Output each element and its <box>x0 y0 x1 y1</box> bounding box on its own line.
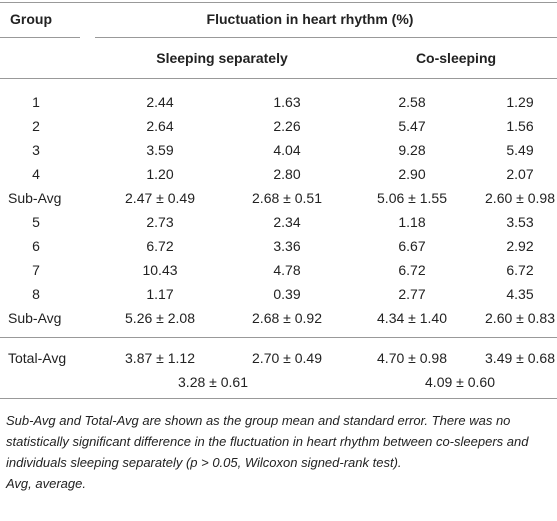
group-header: Group <box>10 11 52 27</box>
row-label: 7 <box>32 262 40 278</box>
cell: 3.28 ± 0.61 <box>178 374 248 390</box>
cell: 2.26 <box>273 118 301 134</box>
cell: 4.04 <box>273 142 301 158</box>
cell: 6.72 <box>146 238 174 254</box>
row-label: 1 <box>32 94 40 110</box>
cell: 2.68 ± 0.92 <box>252 310 322 326</box>
row-label: Sub-Avg <box>8 190 62 206</box>
row-label: Total-Avg <box>8 350 67 366</box>
rule <box>95 37 557 38</box>
cell: 2.80 <box>273 166 301 182</box>
rule <box>0 78 557 79</box>
footnote: Sub-Avg and Total-Avg are shown as the g… <box>6 410 551 494</box>
footnote-note: Sub-Avg and Total-Avg are shown as the g… <box>6 413 529 470</box>
cell: 5.06 ± 1.55 <box>377 190 447 206</box>
cell: 6.72 <box>398 262 426 278</box>
cell: 4.78 <box>273 262 301 278</box>
cell: 2.77 <box>398 286 426 302</box>
cell: 1.63 <box>273 94 301 110</box>
row-label: 2 <box>32 118 40 134</box>
row-label: 3 <box>32 142 40 158</box>
cell: 2.44 <box>146 94 174 110</box>
cell: 1.18 <box>398 214 426 230</box>
cell: 1.29 <box>506 94 534 110</box>
row-label: 5 <box>32 214 40 230</box>
cell: 5.47 <box>398 118 426 134</box>
cell: 3.53 <box>506 214 534 230</box>
row-label: Sub-Avg <box>8 310 62 326</box>
cell: 2.73 <box>146 214 174 230</box>
cell: 4.70 ± 0.98 <box>377 350 447 366</box>
cell: 6.72 <box>506 262 534 278</box>
rule <box>0 37 80 38</box>
main-header: Fluctuation in heart rhythm (%) <box>206 11 414 27</box>
cell: 1.20 <box>146 166 174 182</box>
cell: 2.60 ± 0.98 <box>485 190 555 206</box>
cell: 2.07 <box>506 166 534 182</box>
cell: 4.35 <box>506 286 534 302</box>
rule <box>0 337 557 338</box>
cell: 3.49 ± 0.68 <box>485 350 555 366</box>
cell: 1.17 <box>146 286 174 302</box>
row-label: 8 <box>32 286 40 302</box>
cell: 4.09 ± 0.60 <box>425 374 495 390</box>
footnote-abbreviation: Avg, average. <box>6 476 86 491</box>
cell: 1.56 <box>506 118 534 134</box>
cell: 10.43 <box>142 262 178 278</box>
cell: 5.26 ± 2.08 <box>125 310 195 326</box>
cell: 2.70 ± 0.49 <box>252 350 322 366</box>
cell: 4.34 ± 1.40 <box>377 310 447 326</box>
cell: 2.68 ± 0.51 <box>252 190 322 206</box>
cell: 2.92 <box>506 238 534 254</box>
cell: 3.36 <box>273 238 301 254</box>
rule <box>0 398 557 399</box>
row-label: 4 <box>32 166 40 182</box>
cell: 5.49 <box>506 142 534 158</box>
cell: 2.58 <box>398 94 426 110</box>
cell: 6.67 <box>398 238 426 254</box>
subheader: Sleeping separately <box>156 50 288 66</box>
row-label: 6 <box>32 238 40 254</box>
cell: 2.64 <box>146 118 174 134</box>
cell: 2.90 <box>398 166 426 182</box>
cell: 9.28 <box>398 142 426 158</box>
cell: 2.60 ± 0.83 <box>485 310 555 326</box>
cell: 3.59 <box>146 142 174 158</box>
cell: 3.87 ± 1.12 <box>125 350 195 366</box>
cell: 2.47 ± 0.49 <box>125 190 195 206</box>
cell: 0.39 <box>273 286 301 302</box>
cell: 2.34 <box>273 214 301 230</box>
subheader: Co-sleeping <box>415 50 497 66</box>
rule <box>0 2 557 3</box>
